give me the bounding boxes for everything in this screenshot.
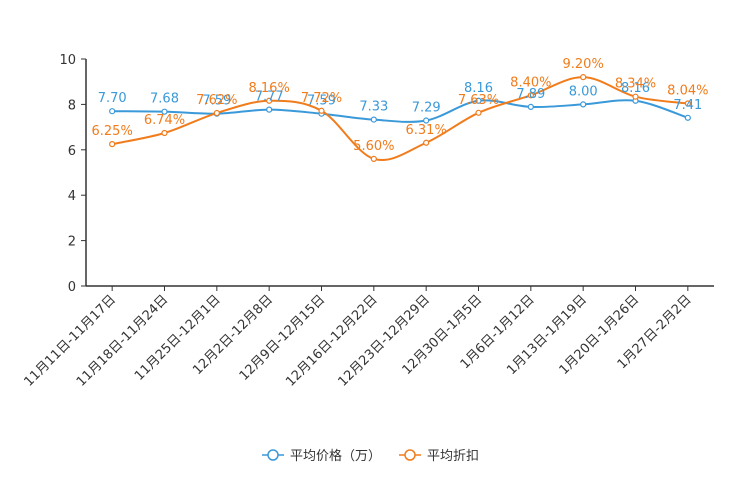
series-1-point <box>213 109 220 117</box>
series-1-data-label: 6.25% <box>92 124 133 139</box>
series-0-data-label: 7.33 <box>359 100 388 115</box>
chart-data-labels: 7.70 7.68 7.59 7.77 7.59 7.33 7.29 8.16 7.89 8.00… <box>92 57 709 154</box>
series-1-data-label: 7.63% <box>458 93 499 108</box>
series-0-point <box>580 101 587 108</box>
series-0-data-label: 8.00 <box>569 84 598 99</box>
legend-label: 平均价格（万） <box>290 448 381 464</box>
series-1-point <box>370 155 377 162</box>
series-1-data-label: 7.62% <box>196 93 237 108</box>
series-1-point <box>109 141 116 148</box>
y-tick-label: 8 <box>68 98 76 113</box>
series-0-data-label: 8.16 <box>621 81 650 96</box>
x-tick-label: 12月23日-12月29日 <box>336 292 433 389</box>
series-1-point <box>580 74 587 81</box>
y-tick-label: 4 <box>68 189 76 204</box>
series-0-data-label: 7.41 <box>673 98 702 113</box>
series-0-point <box>370 116 377 123</box>
series-0-point <box>109 108 116 115</box>
x-tick-label: 11月11日-11月17日 <box>22 292 119 389</box>
chart-axes <box>85 59 714 287</box>
series-1-data-label: 6.74% <box>144 113 185 128</box>
legend-item-0[interactable]: 平均价格（万） <box>262 448 381 464</box>
series-1-data-label: 7.72% <box>301 91 342 106</box>
series-1-point <box>684 100 691 107</box>
legend-marker-icon <box>267 449 279 461</box>
series-1-point <box>527 92 534 99</box>
series-0-data-label: 7.68 <box>150 92 179 107</box>
series-0-point <box>475 97 482 104</box>
series-0-data-label: 7.59 <box>307 94 336 109</box>
series-1-data-label: 5.60% <box>353 139 394 154</box>
legend-label: 平均折扣 <box>427 449 479 464</box>
x-tick-label: 11月18日-11月24日 <box>74 292 171 389</box>
series-0-data-label: 7.89 <box>516 87 545 102</box>
series-1-data-label: 8.16% <box>249 81 290 96</box>
series-0-data-label: 7.59 <box>202 94 231 109</box>
series-1-point <box>423 139 430 146</box>
series-0-point <box>161 108 168 115</box>
series-0-point <box>423 117 430 124</box>
series-1-data-label: 8.40% <box>510 75 551 90</box>
series-0-data-label: 7.77 <box>255 90 284 105</box>
series-1-data-label: 6.31% <box>406 123 447 138</box>
series-line-1 <box>111 76 688 162</box>
series-1-point <box>161 129 168 137</box>
series-1-point <box>632 93 639 100</box>
series-1-data-label: 8.04% <box>667 83 708 98</box>
y-tick-label: 6 <box>68 144 76 159</box>
y-tick-label: 2 <box>68 235 76 250</box>
series-0-data-label: 7.70 <box>98 91 127 106</box>
chart-series <box>109 74 691 162</box>
legend-item-1[interactable]: 平均折扣 <box>399 449 479 464</box>
series-0-data-label: 8.16 <box>464 81 493 96</box>
x-tick-label: 12月16日-12月22日 <box>283 292 380 389</box>
legend-marker-icon <box>404 449 416 461</box>
y-tick-label: 0 <box>68 280 76 295</box>
series-0-point <box>266 106 273 113</box>
series-1-point <box>266 97 273 104</box>
y-tick-label: 10 <box>59 53 76 68</box>
series-1-data-label: 9.20% <box>563 57 604 72</box>
series-0-data-label: 7.29 <box>412 101 441 116</box>
chart-legend[interactable]: 平均价格（万） 平均折扣 <box>262 448 479 464</box>
series-1-data-label: 8.34% <box>615 77 656 92</box>
series-0-point <box>684 114 691 121</box>
series-0-point <box>527 103 534 110</box>
series-1-point <box>475 109 482 116</box>
series-1-point <box>318 107 325 114</box>
